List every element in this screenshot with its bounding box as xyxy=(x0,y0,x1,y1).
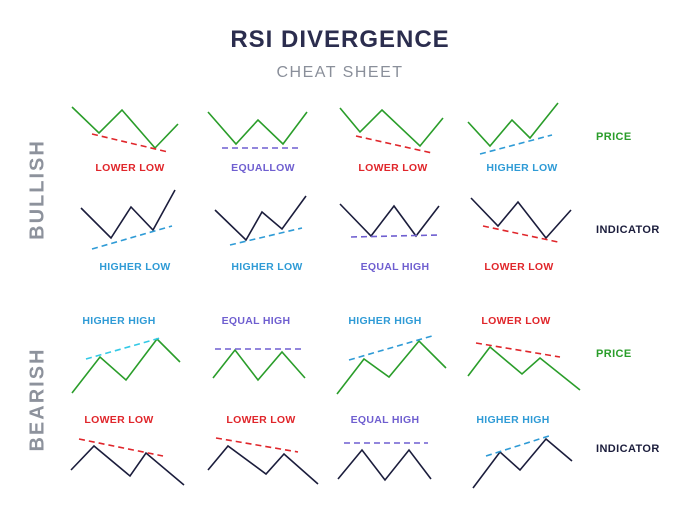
bullish-indicator-row-label: INDICATOR xyxy=(596,224,660,236)
bearish-price-pattern-2 xyxy=(212,348,306,382)
bullish-price-label-4: HIGHER LOW xyxy=(486,162,558,174)
bearish-price-pattern-1 xyxy=(71,337,181,394)
bullish-price-pattern-2 xyxy=(207,111,308,149)
bearish-indicator-pattern-3 xyxy=(337,442,432,482)
bullish-price-pattern-1 xyxy=(71,106,179,153)
bearish-indicator-label-1: LOWER LOW xyxy=(84,414,154,426)
bullish-price-label-2: EQUALLOW xyxy=(231,162,295,174)
bearish-price-label-2: EQUAL HIGH xyxy=(221,315,291,327)
bearish-price-pattern-4 xyxy=(467,342,581,391)
bearish-indicator-row-label: INDICATOR xyxy=(596,443,660,455)
bullish-price-label-3: LOWER LOW xyxy=(358,162,428,174)
bullish-price-pattern-4 xyxy=(467,102,559,155)
bearish-indicator-pattern-2 xyxy=(207,437,319,485)
bullish-indicator-pattern-4 xyxy=(470,197,572,243)
bullish-indicator-label-3: EQUAL HIGH xyxy=(360,261,430,273)
bullish-price-label-1: LOWER LOW xyxy=(95,162,165,174)
bullish-indicator-pattern-3 xyxy=(339,203,440,238)
bearish-price-label-3: HIGHER HIGH xyxy=(348,315,422,327)
bullish-indicator-label-2: HIGHER LOW xyxy=(231,261,303,273)
bullish-price-pattern-3 xyxy=(339,107,444,154)
bullish-indicator-label-1: HIGHER LOW xyxy=(99,261,171,273)
bullish-price-row-label: PRICE xyxy=(596,131,632,143)
bearish-indicator-pattern-4 xyxy=(472,434,573,489)
page-subtitle: CHEAT SHEET xyxy=(276,64,404,81)
bullish-indicator-label-4: LOWER LOW xyxy=(484,261,554,273)
bearish-price-label-4: LOWER LOW xyxy=(481,315,551,327)
bullish-indicator-pattern-1 xyxy=(80,189,176,250)
bearish-price-label-1: HIGHER HIGH xyxy=(82,315,156,327)
bullish-indicator-pattern-2 xyxy=(214,195,307,246)
bearish-indicator-label-4: HIGHER HIGH xyxy=(476,414,550,426)
bearish-price-row-label: PRICE xyxy=(596,348,632,360)
bearish-indicator-label-2: LOWER LOW xyxy=(226,414,296,426)
bearish-indicator-pattern-1 xyxy=(70,438,185,486)
bearish-indicator-label-3: EQUAL HIGH xyxy=(350,414,420,426)
bearish-price-pattern-3 xyxy=(336,335,447,395)
page-title: RSI DIVERGENCE xyxy=(230,26,450,53)
